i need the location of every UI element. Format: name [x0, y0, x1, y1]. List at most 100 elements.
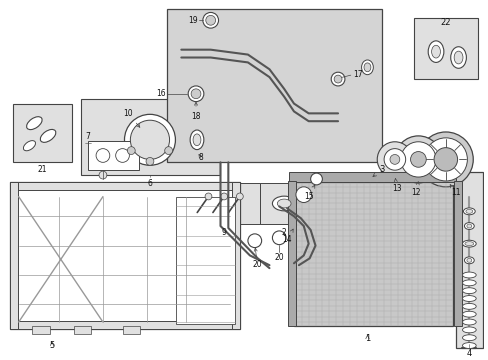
Ellipse shape: [193, 134, 201, 146]
Bar: [189, 183, 259, 224]
Bar: [259, 183, 308, 224]
Ellipse shape: [26, 117, 42, 130]
Ellipse shape: [462, 335, 475, 341]
Bar: [166, 9, 381, 162]
Ellipse shape: [464, 242, 473, 246]
Text: 15: 15: [303, 185, 314, 201]
Text: 9: 9: [222, 228, 226, 237]
Ellipse shape: [462, 272, 475, 278]
Bar: [414, 18, 477, 79]
Ellipse shape: [462, 296, 475, 301]
Text: 6: 6: [147, 179, 152, 188]
Bar: [293, 182, 452, 326]
Text: 12: 12: [411, 182, 420, 197]
Text: 20: 20: [252, 260, 262, 269]
Text: 22: 22: [440, 18, 450, 27]
Circle shape: [130, 120, 169, 159]
Text: 18: 18: [191, 102, 201, 121]
Circle shape: [433, 148, 457, 171]
Circle shape: [424, 138, 467, 181]
Text: 21: 21: [38, 165, 47, 174]
Bar: [10, 321, 240, 329]
Circle shape: [164, 147, 172, 154]
Bar: [176, 197, 235, 324]
Ellipse shape: [462, 288, 475, 294]
Text: 4: 4: [466, 350, 471, 359]
Circle shape: [188, 86, 203, 102]
Bar: [10, 182, 18, 329]
Ellipse shape: [40, 130, 56, 142]
Text: 8: 8: [198, 153, 203, 162]
Bar: [32, 326, 50, 334]
Circle shape: [205, 15, 215, 25]
Bar: [288, 172, 455, 182]
Circle shape: [236, 193, 243, 200]
Ellipse shape: [462, 311, 475, 317]
Bar: [13, 104, 71, 162]
Bar: [232, 182, 240, 329]
Ellipse shape: [453, 51, 462, 64]
Text: 13: 13: [391, 179, 401, 193]
Text: 5: 5: [49, 341, 55, 350]
Text: 11: 11: [449, 185, 459, 197]
Ellipse shape: [463, 208, 474, 215]
Bar: [10, 182, 240, 329]
Ellipse shape: [450, 47, 466, 68]
Circle shape: [191, 89, 201, 99]
Ellipse shape: [464, 222, 473, 229]
Circle shape: [389, 154, 399, 164]
Ellipse shape: [462, 327, 475, 333]
Circle shape: [146, 157, 154, 165]
Ellipse shape: [462, 319, 475, 325]
Ellipse shape: [23, 141, 36, 151]
Bar: [88, 141, 139, 170]
Ellipse shape: [464, 257, 473, 264]
Text: 14: 14: [282, 229, 293, 244]
Bar: [453, 181, 461, 326]
Circle shape: [400, 142, 435, 177]
Text: 20: 20: [274, 253, 284, 262]
Circle shape: [116, 149, 129, 162]
Ellipse shape: [431, 45, 440, 58]
Circle shape: [376, 142, 412, 177]
Text: 16: 16: [156, 89, 165, 98]
Ellipse shape: [363, 63, 370, 72]
Circle shape: [333, 75, 341, 83]
Bar: [73, 326, 91, 334]
Circle shape: [383, 149, 405, 170]
Circle shape: [295, 187, 311, 203]
Circle shape: [272, 231, 285, 245]
Circle shape: [394, 136, 441, 183]
Ellipse shape: [462, 343, 475, 348]
Ellipse shape: [427, 41, 443, 62]
Text: 19: 19: [188, 16, 198, 25]
Ellipse shape: [466, 258, 471, 262]
Ellipse shape: [462, 303, 475, 309]
Text: 2: 2: [281, 228, 286, 237]
Bar: [10, 182, 240, 190]
Circle shape: [247, 234, 261, 248]
Ellipse shape: [462, 280, 475, 286]
Ellipse shape: [466, 224, 471, 228]
Ellipse shape: [465, 210, 472, 213]
Circle shape: [310, 173, 322, 185]
Bar: [455, 172, 482, 348]
Text: 1: 1: [364, 334, 369, 343]
Circle shape: [410, 152, 426, 167]
Ellipse shape: [361, 60, 372, 75]
Text: 7: 7: [85, 132, 90, 141]
Circle shape: [203, 13, 218, 28]
Text: 10: 10: [123, 109, 140, 127]
Bar: [81, 99, 220, 175]
Bar: [122, 326, 140, 334]
Text: 3: 3: [372, 165, 384, 176]
Ellipse shape: [277, 199, 290, 208]
Circle shape: [124, 114, 175, 165]
Ellipse shape: [190, 130, 203, 150]
Circle shape: [418, 132, 472, 187]
Circle shape: [96, 149, 110, 162]
Circle shape: [127, 147, 135, 154]
Circle shape: [99, 171, 107, 179]
Bar: [287, 181, 295, 326]
Circle shape: [330, 72, 344, 86]
